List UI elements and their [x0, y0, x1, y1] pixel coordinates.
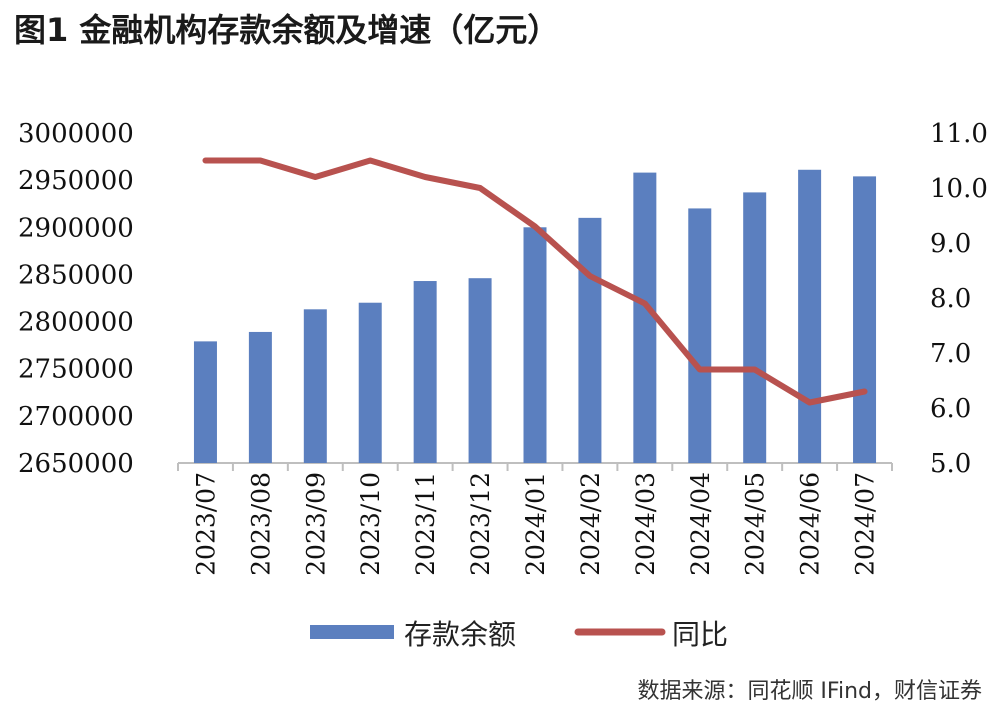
y-left-tick-label: 2950000 [18, 166, 134, 196]
y-right-tick-label: 10.0 [930, 174, 988, 204]
x-tick-label: 2023/07 [191, 472, 220, 576]
y-right-tick-label: 5.0 [930, 449, 971, 479]
x-tick-label: 2024/03 [631, 472, 660, 576]
y-left-tick-label: 2750000 [18, 355, 134, 385]
y-right-tick-label: 6.0 [930, 394, 971, 424]
y-right-tick-label: 8.0 [930, 284, 971, 314]
y-left-tick-label: 3000000 [18, 119, 134, 149]
x-tick-label: 2024/07 [851, 472, 880, 576]
line-point [534, 225, 536, 228]
line-point [369, 159, 372, 162]
data-source: 数据来源：同花顺 IFind，财信证券 [637, 679, 982, 704]
x-tick-label: 2023/12 [466, 472, 495, 576]
chart-title: 图1 金融机构存款余额及增速（亿元） [14, 11, 560, 49]
line-point [314, 176, 317, 178]
y-right-tick-label: 7.0 [930, 339, 971, 369]
bar [248, 331, 272, 463]
line-point [424, 176, 427, 178]
bar [193, 341, 217, 463]
line-point [479, 187, 482, 189]
line-point [204, 159, 207, 162]
legend-label-bar: 存款余额 [404, 618, 516, 651]
x-tick-label: 2023/08 [246, 472, 275, 576]
bar [523, 227, 547, 463]
x-tick-label: 2023/11 [411, 472, 440, 576]
y-left-tick-label: 2900000 [18, 213, 134, 243]
line-point [808, 401, 811, 404]
line-point [753, 368, 756, 371]
y-right-tick-label: 11.0 [930, 119, 988, 149]
line-point [259, 159, 262, 162]
legend-swatch-bar [310, 625, 394, 639]
x-tick-label: 2023/09 [301, 472, 330, 576]
bar [743, 192, 767, 463]
bar [798, 169, 822, 463]
x-tick-label: 2024/01 [521, 472, 550, 576]
bar [853, 176, 877, 463]
line-point [588, 275, 591, 277]
y-left-tick-label: 2800000 [18, 308, 134, 338]
bar [413, 281, 437, 463]
bar [358, 302, 382, 463]
legend-label-line: 同比 [672, 618, 728, 651]
x-tick-label: 2024/05 [741, 472, 770, 576]
bar [303, 309, 327, 463]
line-point [863, 390, 866, 393]
line-point [698, 368, 701, 371]
y-left-tick-label: 2650000 [18, 449, 134, 479]
y-right-tick-label: 9.0 [930, 229, 971, 259]
x-tick-label: 2024/02 [576, 472, 605, 576]
bar [578, 217, 602, 463]
bar [468, 278, 492, 463]
bar [633, 172, 657, 463]
y-left-tick-label: 2850000 [18, 260, 134, 290]
x-tick-label: 2023/10 [356, 472, 385, 576]
bar [688, 208, 712, 463]
x-tick-label: 2024/06 [796, 472, 825, 576]
y-left-tick-label: 2700000 [18, 402, 134, 432]
x-tick-label: 2024/04 [686, 472, 715, 576]
line-point [643, 302, 646, 305]
